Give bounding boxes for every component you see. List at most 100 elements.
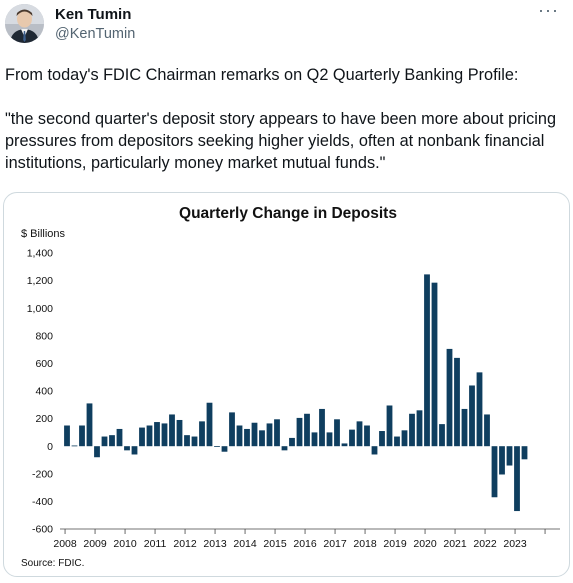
bar bbox=[461, 408, 468, 447]
bar bbox=[101, 436, 108, 447]
bar bbox=[446, 348, 453, 447]
x-tick-label: 2017 bbox=[323, 538, 347, 550]
x-tick-label: 2022 bbox=[473, 538, 497, 550]
deposits-chart: Quarterly Change in Deposits $ Billions … bbox=[21, 205, 560, 569]
y-tick-label: 800 bbox=[35, 330, 53, 342]
bar bbox=[131, 446, 138, 455]
chart-title: Quarterly Change in Deposits bbox=[179, 205, 397, 222]
author-name[interactable]: Ken Tumin bbox=[55, 6, 132, 23]
bar bbox=[431, 282, 438, 447]
bar bbox=[491, 446, 498, 498]
bar bbox=[94, 446, 100, 458]
y-tick-label: 1,400 bbox=[27, 248, 53, 260]
y-axis: 1,400 1,200 1,000 800 600 400 200 0 -200 -400 -600 bbox=[27, 248, 53, 536]
bar bbox=[424, 274, 430, 447]
bar bbox=[266, 423, 273, 447]
x-tick-label: 2016 bbox=[293, 538, 317, 550]
bar bbox=[521, 446, 528, 460]
bar bbox=[116, 428, 123, 447]
bar bbox=[499, 446, 505, 475]
bar bbox=[484, 414, 490, 447]
x-tick-label: 2018 bbox=[353, 538, 377, 550]
bar bbox=[506, 446, 513, 466]
bar bbox=[341, 443, 348, 447]
bar bbox=[371, 446, 378, 455]
x-tick-label: 2020 bbox=[413, 538, 437, 550]
bar bbox=[379, 431, 385, 447]
avatar[interactable] bbox=[5, 4, 44, 43]
bars bbox=[64, 274, 528, 512]
bar bbox=[416, 410, 423, 447]
tweet-text-line: From today's FDIC Chairman remarks on Q2… bbox=[5, 66, 519, 84]
bar bbox=[71, 445, 78, 447]
x-axis: 2008 2009 2010 2011 2012 2013 2014 2015 2016 2017… bbox=[53, 528, 560, 550]
bar bbox=[476, 372, 483, 447]
chart-source: Source: FDIC. bbox=[21, 558, 84, 569]
bar bbox=[184, 435, 190, 447]
bar bbox=[394, 436, 400, 447]
x-tick-label: 2008 bbox=[53, 538, 77, 550]
y-tick-label: 600 bbox=[35, 358, 53, 370]
bar bbox=[176, 419, 183, 447]
y-tick-label: 1,200 bbox=[27, 275, 53, 287]
y-tick-label: -600 bbox=[32, 524, 53, 536]
y-tick-label: -400 bbox=[32, 496, 53, 508]
y-tick-label: 0 bbox=[47, 441, 53, 453]
bar bbox=[514, 446, 520, 512]
bar bbox=[154, 422, 160, 447]
x-tick-label: 2014 bbox=[233, 538, 257, 550]
tweet-quote: "the second quarter's deposit story appe… bbox=[5, 110, 557, 172]
x-tick-label: 2019 bbox=[383, 538, 407, 550]
author-handle[interactable]: @KenTumin bbox=[55, 26, 136, 42]
bar bbox=[326, 432, 333, 447]
bar bbox=[319, 408, 325, 447]
y-tick-label: -200 bbox=[32, 468, 53, 480]
bar bbox=[244, 428, 250, 447]
bar bbox=[139, 427, 145, 447]
bar bbox=[214, 446, 220, 447]
y-tick-label: 400 bbox=[35, 386, 53, 398]
bar bbox=[274, 419, 280, 447]
bar bbox=[169, 414, 175, 447]
bar bbox=[469, 385, 475, 447]
bar bbox=[206, 402, 213, 447]
x-tick-label: 2013 bbox=[203, 538, 227, 550]
avatar-image bbox=[5, 4, 44, 43]
y-axis-label: $ Billions bbox=[21, 228, 66, 240]
bar bbox=[251, 422, 258, 447]
x-tick-label: 2015 bbox=[263, 538, 287, 550]
bar bbox=[356, 421, 363, 447]
bar bbox=[289, 437, 295, 447]
bar bbox=[349, 429, 355, 447]
bar bbox=[236, 425, 243, 447]
bar bbox=[79, 425, 85, 447]
bar bbox=[304, 413, 310, 447]
bar bbox=[334, 419, 340, 447]
y-tick-label: 200 bbox=[35, 413, 53, 425]
bar bbox=[401, 430, 408, 447]
bar bbox=[86, 403, 93, 447]
bar bbox=[109, 435, 115, 447]
bar bbox=[199, 421, 205, 447]
chart-image[interactable]: Quarterly Change in Deposits $ Billions … bbox=[3, 192, 570, 577]
bar bbox=[386, 405, 393, 447]
x-tick-label: 2011 bbox=[144, 538, 167, 550]
x-tick-label: 2023 bbox=[503, 538, 527, 550]
x-tick-label: 2010 bbox=[113, 538, 137, 550]
more-options-button[interactable]: ··· bbox=[538, 0, 559, 20]
bar bbox=[221, 446, 228, 452]
bar bbox=[229, 412, 235, 447]
bar bbox=[454, 357, 460, 447]
bar bbox=[259, 430, 265, 447]
bar bbox=[124, 446, 130, 451]
bar bbox=[146, 425, 153, 447]
bar bbox=[281, 446, 288, 451]
bar bbox=[191, 436, 198, 447]
bar bbox=[64, 425, 70, 447]
tweet-text: From today's FDIC Chairman remarks on Q2… bbox=[5, 64, 565, 174]
bar bbox=[296, 417, 303, 447]
x-tick-label: 2012 bbox=[173, 538, 197, 550]
bar bbox=[439, 424, 445, 447]
bar bbox=[409, 413, 415, 447]
